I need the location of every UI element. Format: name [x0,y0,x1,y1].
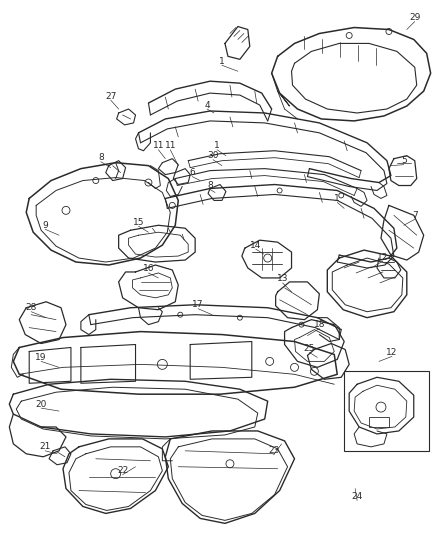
Text: 22: 22 [117,466,128,475]
Text: 5: 5 [401,156,407,165]
Text: 11: 11 [165,141,176,150]
Text: 1: 1 [219,57,225,66]
Text: 17: 17 [192,300,204,309]
Text: 29: 29 [409,13,420,22]
Text: 12: 12 [386,348,398,357]
Text: 7: 7 [412,211,417,220]
Text: 21: 21 [39,442,51,451]
Text: 12: 12 [377,253,389,262]
Text: 15: 15 [133,218,144,227]
Text: 28: 28 [25,303,37,312]
Text: 8: 8 [207,181,213,190]
Bar [369,417,389,427]
Text: 13: 13 [277,274,288,284]
Text: 25: 25 [304,344,315,353]
Text: 20: 20 [35,400,47,409]
Text: 8: 8 [98,153,104,162]
Text: 27: 27 [105,92,117,101]
Bar [344,372,429,451]
Text: 18: 18 [314,320,325,329]
Text: 9: 9 [42,221,48,230]
Text: 16: 16 [143,264,154,273]
Text: 30: 30 [207,151,219,160]
Text: 4: 4 [204,101,210,109]
Text: 24: 24 [351,492,363,501]
Text: 14: 14 [250,240,261,249]
Text: 6: 6 [189,168,195,177]
Text: 11: 11 [152,141,164,150]
Text: 1: 1 [214,141,220,150]
Text: 1: 1 [334,194,340,203]
Text: 23: 23 [268,446,279,455]
Text: 19: 19 [35,353,47,362]
